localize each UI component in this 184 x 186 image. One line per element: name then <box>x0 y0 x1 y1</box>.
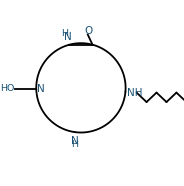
Text: H: H <box>71 140 78 149</box>
Text: H: H <box>62 29 69 38</box>
Text: N: N <box>37 84 45 94</box>
Text: NH: NH <box>128 88 143 98</box>
Text: HO: HO <box>0 84 15 93</box>
Text: N: N <box>71 136 79 145</box>
Text: N: N <box>64 32 72 42</box>
Text: O: O <box>84 26 93 36</box>
